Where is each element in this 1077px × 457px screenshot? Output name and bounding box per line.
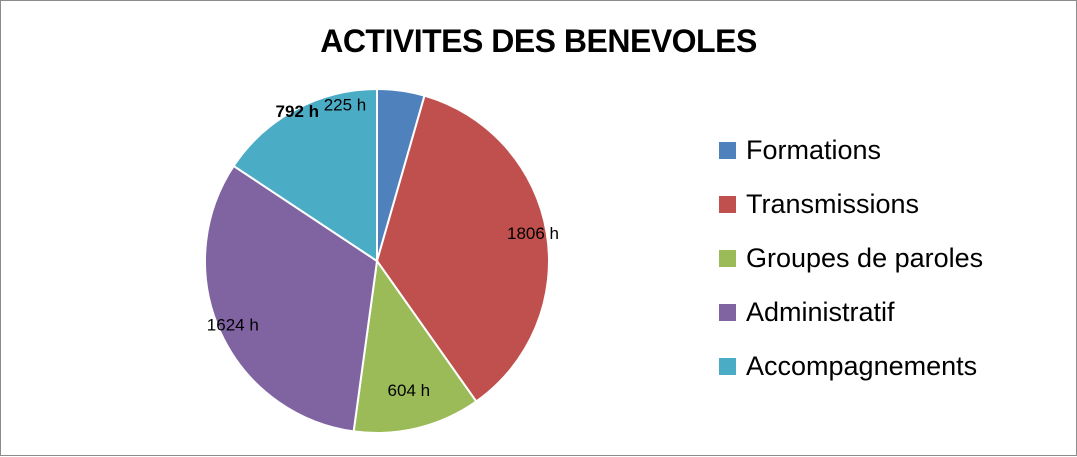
data-label-accompagnements: 792 h (276, 102, 319, 121)
chart-title: ACTIVITES DES BENEVOLES (320, 23, 757, 59)
legend-swatch (719, 357, 736, 375)
pie-slice-groupes-de-paroles (352, 258, 478, 434)
legend-swatch (719, 195, 736, 213)
legend-item-administratif: Administratif (719, 285, 983, 339)
pie-slice-transmissions (375, 94, 550, 403)
legend-swatch (719, 249, 736, 267)
pie-slice-accompagnements (232, 87, 378, 263)
legend-label: Administratif (746, 296, 895, 327)
legend-label: Groupes de paroles (746, 242, 984, 273)
legend-item-transmissions: Transmissions (719, 177, 983, 231)
legend-item-groupes-de-paroles: Groupes de paroles (719, 231, 983, 285)
legend-swatch (719, 303, 736, 321)
pie-slice-administratif (204, 164, 379, 433)
legend-item-accompagnements: Accompagnements (719, 339, 983, 393)
data-label-transmissions: 1806 h (507, 224, 559, 243)
legend-swatch (719, 141, 736, 159)
legend-label: Formations (746, 134, 882, 165)
data-label-formations: 225 h (324, 95, 367, 114)
legend-item-formations: Formations (719, 123, 983, 177)
legend: Formations Transmissions Groupes de paro… (719, 123, 983, 393)
legend-label: Transmissions (746, 188, 920, 219)
data-label-administratif: 1624 h (207, 316, 259, 335)
data-label-groupes-de-paroles: 604 h (388, 381, 431, 400)
legend-label: Accompagnements (746, 350, 978, 381)
